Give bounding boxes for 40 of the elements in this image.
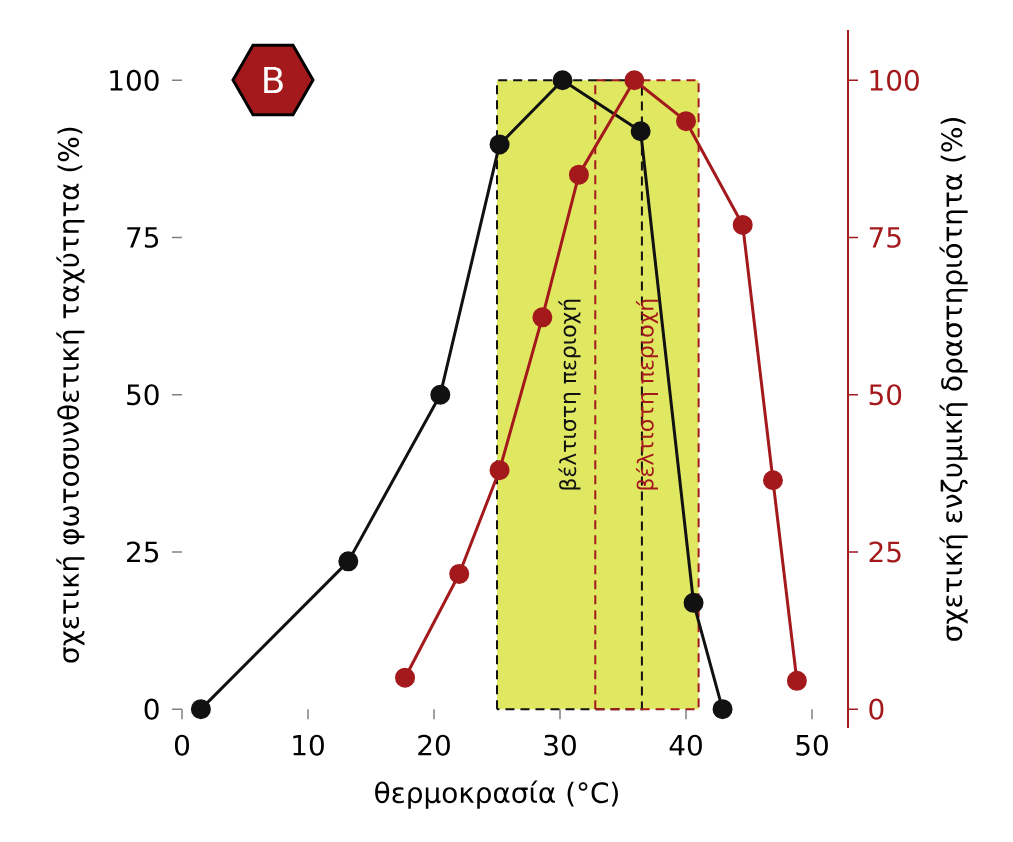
y2-tick-label: 75 bbox=[869, 227, 901, 248]
x-tick-label: 10 bbox=[293, 734, 324, 756]
x-tick-label: 30 bbox=[544, 734, 576, 756]
x-tick-label: 40 bbox=[669, 734, 702, 756]
point bbox=[430, 384, 451, 405]
x-tick-label: 0 bbox=[174, 734, 190, 756]
band-label: βέλτιστη περιοχή bbox=[635, 299, 659, 490]
point bbox=[712, 699, 733, 720]
point bbox=[532, 307, 553, 328]
x-axis-title: θερμοκρασία (°C) bbox=[375, 780, 618, 809]
band-label: βέλτιστη περιοχή bbox=[558, 299, 581, 490]
point bbox=[489, 134, 510, 155]
point bbox=[449, 563, 470, 584]
y2-tick-label: 25 bbox=[869, 541, 901, 563]
y-tick-label: 50 bbox=[127, 384, 159, 406]
point bbox=[489, 460, 510, 481]
y2-tick-label: 0 bbox=[869, 698, 884, 720]
point bbox=[395, 667, 416, 688]
y2-tick-label: 100 bbox=[870, 69, 919, 91]
point bbox=[762, 470, 783, 491]
point bbox=[630, 121, 651, 142]
y-tick-label: 0 bbox=[144, 698, 159, 720]
y-axis-title: σχετική φωτοσυνθετική ταχύτητα (%) bbox=[56, 127, 85, 663]
y2-tick-label: 50 bbox=[869, 384, 902, 406]
point bbox=[786, 670, 807, 691]
point bbox=[552, 70, 573, 91]
y-tick-label: 100 bbox=[110, 69, 159, 91]
point bbox=[624, 70, 645, 91]
point bbox=[338, 551, 359, 572]
annotation: B bbox=[264, 66, 283, 94]
point bbox=[568, 164, 589, 185]
point bbox=[683, 592, 704, 613]
x-tick-label: 20 bbox=[418, 734, 450, 756]
x-tick-label: 50 bbox=[796, 734, 828, 756]
point bbox=[190, 699, 211, 720]
y-tick-label: 25 bbox=[127, 541, 159, 563]
point bbox=[732, 214, 753, 235]
point bbox=[676, 111, 697, 132]
y2-axis-title: σχετική ενζυμική δραστηριότητα (%) bbox=[939, 118, 968, 641]
y-tick-label: 75 bbox=[127, 227, 159, 248]
